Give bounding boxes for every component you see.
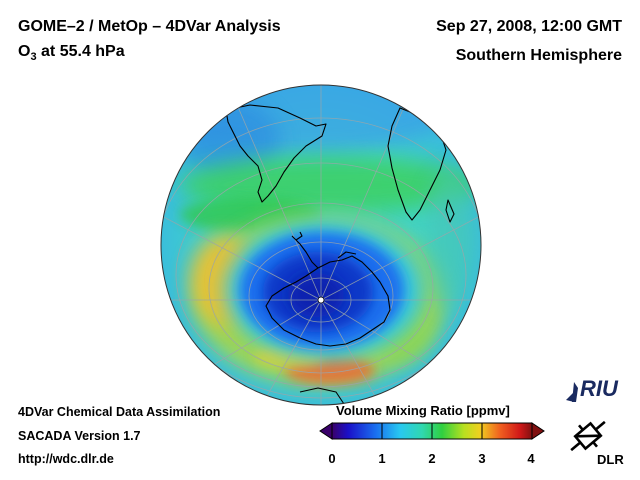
footer-line-2: SACADA Version 1.7 (18, 429, 141, 443)
riu-logo-text: RIU (580, 376, 618, 401)
colorbar-high-arrow (531, 422, 545, 440)
colorbar-tick: 1 (378, 451, 386, 466)
subtitle-level: at 55.4 hPa (36, 43, 125, 60)
dlr-logo-text: DLR (597, 452, 624, 467)
map-datetime: Sep 27, 2008, 12:00 GMT (436, 18, 622, 35)
colorbar-tick: 2 (428, 451, 436, 466)
footer-url[interactable]: http://wdc.dlr.de (18, 452, 114, 466)
graticule (161, 85, 481, 405)
coastlines (225, 104, 455, 405)
colorbar (319, 422, 545, 440)
footer-line-1: 4DVar Chemical Data Assimilation (18, 405, 221, 419)
colorbar-tick: 4 (527, 451, 535, 466)
dlr-logo-icon (570, 420, 606, 452)
colorbar-tick: 0 (328, 451, 336, 466)
colorbar-low-arrow (319, 422, 333, 440)
map-subtitle: O3 at 55.4 hPa (18, 43, 125, 63)
colorbar-label: Volume Mixing Ratio [ppmv] (336, 403, 510, 418)
map-region: Southern Hemisphere (455, 47, 622, 64)
south-pole-marker (317, 296, 325, 304)
ozone-field (161, 85, 481, 405)
colorbar-tick: 3 (478, 451, 486, 466)
subtitle-subscript: 3 (30, 51, 37, 64)
subtitle-species: O (18, 43, 31, 60)
riu-logo-icon (566, 382, 578, 402)
map-title: GOME–2 / MetOp – 4DVar Analysis (18, 18, 281, 35)
